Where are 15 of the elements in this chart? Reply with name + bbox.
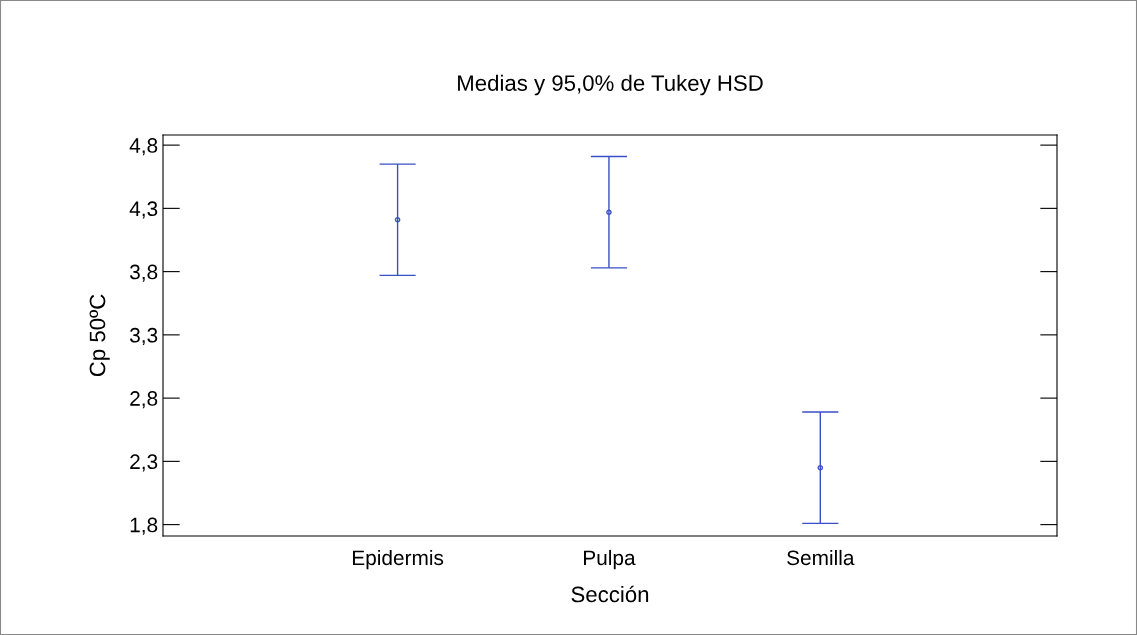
point — [606, 209, 612, 215]
y-tick-label: 2,3 — [130, 454, 158, 472]
chart-title: Medias y 95,0% de Tukey HSD — [458, 74, 763, 96]
y-tick-label: 1,8 — [130, 517, 158, 535]
point — [394, 216, 401, 223]
y-axis-title: Cp 50ºC — [89, 294, 110, 377]
x-tick-label: Pulpa — [584, 549, 636, 570]
y-tick-label: 3,3 — [129, 327, 158, 346]
y-tick-label: 3,8 — [129, 264, 158, 282]
y-tick-label: 4,8 — [129, 138, 158, 156]
x-tick-label: Semilla — [787, 549, 855, 566]
y-tick-label: 2,8 — [130, 391, 158, 409]
y-tick-label: 4,3 — [129, 201, 158, 219]
x-axis-title: Sección — [571, 585, 649, 603]
x-tick-label: Epidermis — [353, 549, 444, 570]
